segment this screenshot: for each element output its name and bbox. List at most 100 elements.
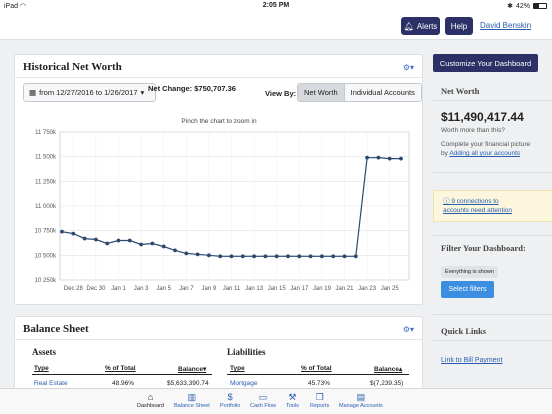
gear-icon[interactable]: ⚙▾ xyxy=(402,63,414,72)
data-point[interactable] xyxy=(297,254,302,259)
data-point[interactable] xyxy=(105,241,110,246)
asset-row-type[interactable]: Real Estate xyxy=(34,380,68,387)
liabilities-balance-header[interactable]: Balance▴ xyxy=(374,366,403,373)
data-point[interactable] xyxy=(252,254,256,259)
data-point[interactable] xyxy=(365,155,369,160)
battery-icon xyxy=(533,3,547,9)
x-tick-label: Jan 17 xyxy=(290,286,309,292)
data-point[interactable] xyxy=(263,254,268,259)
data-point[interactable] xyxy=(184,251,189,256)
tab-cash-flow[interactable]: ▭ Cash Flow xyxy=(250,391,276,409)
wifi-icon: ◠ xyxy=(19,3,27,10)
bill-payment-link[interactable]: Link to Bill Payment xyxy=(441,357,503,364)
assets-type-header[interactable]: Type xyxy=(34,365,49,372)
data-point[interactable] xyxy=(331,254,336,259)
balance-gear-icon[interactable]: ⚙▾ xyxy=(402,325,414,334)
status-right: ✱ 42% xyxy=(507,2,547,10)
date-range-label: from 12/27/2016 to 1/26/2017 xyxy=(39,88,138,97)
data-point[interactable] xyxy=(387,156,392,161)
assets-balance-header[interactable]: Balance▾ xyxy=(178,366,207,373)
tab-label: Dashboard xyxy=(137,403,164,409)
date-range-button[interactable]: ▦ from 12/27/2016 to 1/26/2017 ▾ xyxy=(23,83,156,102)
data-point[interactable] xyxy=(274,254,279,259)
x-tick-label: Jan 21 xyxy=(335,286,354,292)
tab-label: Tools xyxy=(286,403,299,409)
filter-dashboard-title: Filter Your Dashboard: xyxy=(441,243,526,253)
y-tick-label: 10 250k xyxy=(35,278,57,284)
y-tick-label: 11 000k xyxy=(35,204,57,210)
data-point[interactable] xyxy=(116,238,121,243)
view-by-label: View By: xyxy=(265,89,297,98)
tab-label: Balance Sheet xyxy=(174,403,210,409)
assets-pct-header[interactable]: % of Total xyxy=(105,365,136,372)
net-change: Net Change: $750,707.36 xyxy=(148,84,236,93)
tab-tools[interactable]: ⚒ Tools xyxy=(286,391,299,409)
card-icon: ▭ xyxy=(258,392,268,402)
add-accounts-link[interactable]: Adding all your accounts xyxy=(449,150,521,157)
data-point[interactable] xyxy=(229,254,234,259)
tab-label: Portfolio xyxy=(220,403,241,409)
tab-label: Reports xyxy=(310,403,330,409)
data-point[interactable] xyxy=(286,254,290,259)
select-filters-button[interactable]: Select filters xyxy=(441,281,494,298)
data-point[interactable] xyxy=(399,156,403,161)
asset-row-pct: 48.96% xyxy=(112,380,135,387)
help-button[interactable]: Help xyxy=(445,17,473,35)
x-tick-label: Jan 15 xyxy=(268,286,287,292)
liability-row-pct: 45.73% xyxy=(308,380,331,387)
tab-dashboard[interactable]: ⌂ Dashboard xyxy=(137,391,164,409)
data-point[interactable] xyxy=(195,252,200,257)
view-individual-accounts-button[interactable]: Individual Accounts xyxy=(344,84,421,101)
data-point[interactable] xyxy=(218,254,223,259)
tab-manage-accounts[interactable]: ▤ Manage Accounts xyxy=(339,391,383,409)
x-tick-label: Dec 28 xyxy=(64,286,84,292)
dollar-icon: $ xyxy=(227,392,233,402)
data-point[interactable] xyxy=(353,254,358,259)
data-point[interactable] xyxy=(161,244,166,249)
customize-dashboard-button[interactable]: Customize Your Dashboard xyxy=(433,54,538,72)
reports-icon: ❐ xyxy=(315,392,324,402)
view-net-worth-button[interactable]: Net Worth xyxy=(298,84,345,101)
worth-more-text: Worth more than this? xyxy=(441,127,505,134)
status-device: iPad ◠ xyxy=(4,3,27,10)
tab-reports[interactable]: ❐ Reports xyxy=(310,391,329,409)
alerts-button[interactable]: 🔔︎ Alerts xyxy=(401,17,440,35)
data-point[interactable] xyxy=(94,237,98,242)
y-tick-label: 10 750k xyxy=(35,229,57,235)
connections-link[interactable]: ⓘ 9 connections to accounts need attenti… xyxy=(443,198,513,214)
tab-balance-sheet[interactable]: ▥ Balance Sheet xyxy=(174,391,210,409)
y-tick-label: 11 250k xyxy=(35,179,57,185)
data-point[interactable] xyxy=(150,241,155,246)
data-point[interactable] xyxy=(60,229,64,234)
x-tick-label: Jan 5 xyxy=(156,286,171,292)
data-point[interactable] xyxy=(240,254,245,259)
complete-picture-text: Complete your financial picture by Addin… xyxy=(441,141,531,157)
data-point[interactable] xyxy=(71,231,76,236)
y-tick-label: 11 750k xyxy=(35,130,57,136)
asset-row-balance: $5,633,390.74 xyxy=(167,380,209,387)
user-name-link[interactable]: David Benskin xyxy=(480,21,532,30)
x-tick-label: Jan 19 xyxy=(313,286,332,292)
data-point[interactable] xyxy=(207,253,211,258)
tab-portfolio[interactable]: $ Portfolio xyxy=(220,391,240,409)
data-point[interactable] xyxy=(127,238,132,243)
chart-hint: Pinch the chart to zoom in xyxy=(181,118,257,125)
data-point[interactable] xyxy=(82,236,87,241)
net-worth-chart[interactable]: Pinch the chart to zoom in 11 750k 11 500… xyxy=(15,55,422,304)
data-point[interactable] xyxy=(376,155,381,160)
sidebar-net-worth-title: Net Worth xyxy=(441,86,480,96)
view-by-toggle: Net Worth Individual Accounts xyxy=(297,83,422,102)
data-point[interactable] xyxy=(320,254,324,259)
liabilities-pct-header[interactable]: % of Total xyxy=(301,365,332,372)
tab-label: Manage Accounts xyxy=(339,403,383,409)
calendar-icon: ▦ xyxy=(29,88,37,97)
data-point[interactable] xyxy=(139,242,143,247)
liability-row-type[interactable]: Mortgage xyxy=(230,380,258,387)
bell-icon: 🔔︎ xyxy=(403,21,414,31)
data-point[interactable] xyxy=(342,254,347,259)
home-icon: ⌂ xyxy=(147,392,154,402)
liabilities-type-header[interactable]: Type xyxy=(230,365,245,372)
data-point[interactable] xyxy=(308,254,313,259)
liability-row-balance: $(7,239.35) xyxy=(370,380,404,387)
data-point[interactable] xyxy=(173,248,177,253)
